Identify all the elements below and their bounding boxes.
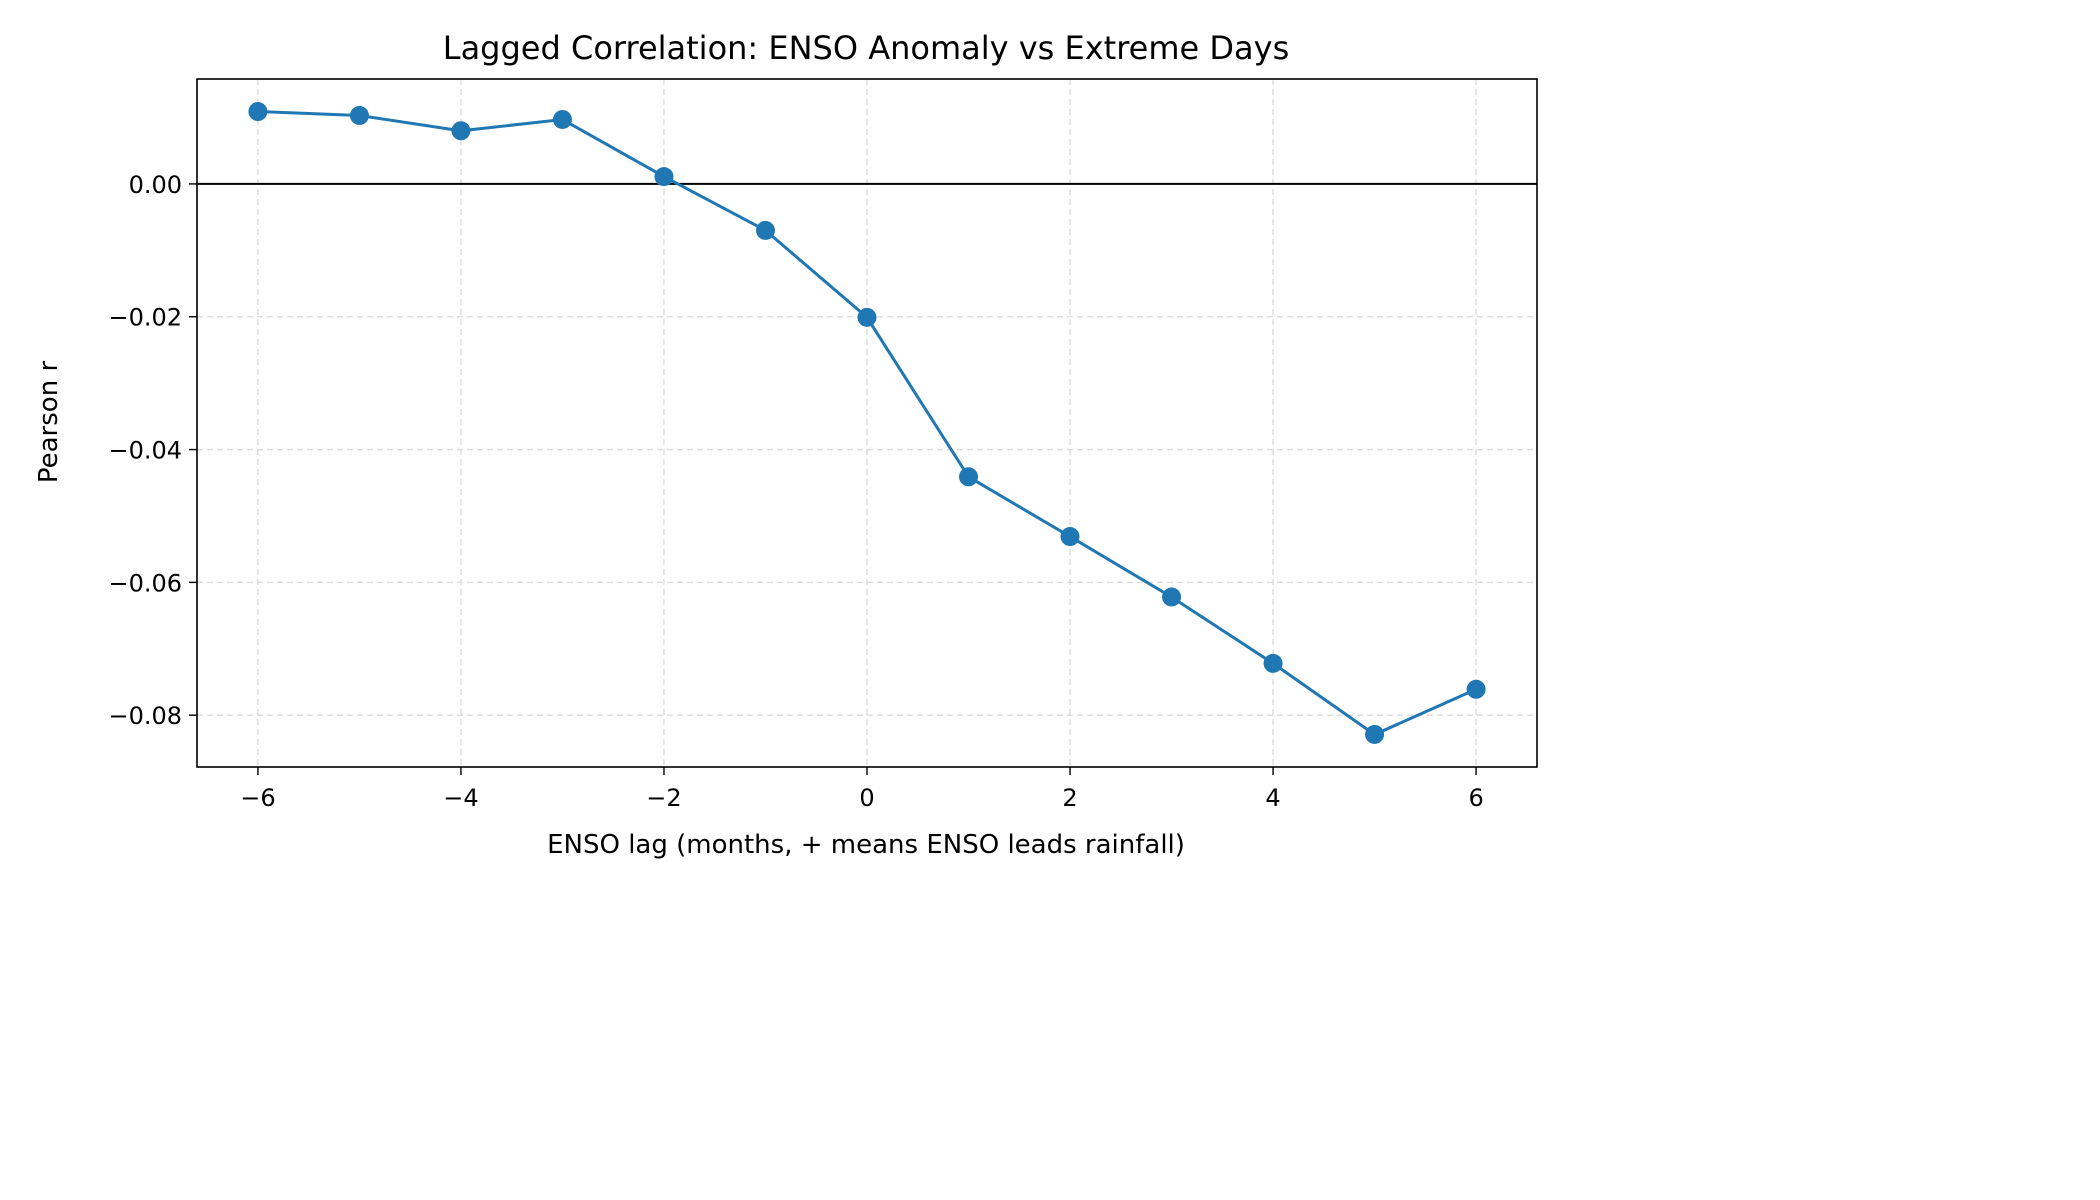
x-tick-label: 4 (1265, 784, 1280, 812)
y-tick-label: −0.08 (108, 702, 182, 730)
x-tick-label: 0 (859, 784, 874, 812)
y-tick-label: −0.02 (108, 304, 182, 332)
y-tick-label: 0.00 (129, 171, 182, 199)
x-tick-label: −6 (240, 784, 275, 812)
data-point (1365, 724, 1385, 744)
data-point (959, 467, 979, 487)
y-tick-label: −0.06 (108, 569, 182, 597)
data-point (248, 102, 268, 122)
x-tick-label: 2 (1062, 784, 1077, 812)
data-point (552, 110, 572, 130)
line-chart: Lagged Correlation: ENSO Anomaly vs Extr… (34, 29, 1538, 860)
grid (197, 79, 1537, 767)
x-tick-label: −4 (443, 784, 478, 812)
data-point (1466, 679, 1486, 699)
x-axis-ticks: −6 −4 −2 0 2 4 6 (240, 767, 1484, 812)
y-axis-ticks: 0.00 −0.02 −0.04 −0.06 −0.08 (108, 171, 197, 730)
data-point (1060, 527, 1080, 547)
data-point (349, 106, 369, 126)
data-point (451, 121, 471, 141)
data-point (654, 167, 674, 187)
data-point (755, 220, 775, 240)
x-axis-label: ENSO lag (months, + means ENSO leads rai… (547, 830, 1185, 860)
chart-title: Lagged Correlation: ENSO Anomaly vs Extr… (443, 29, 1290, 67)
data-point (857, 307, 877, 327)
x-tick-label: 6 (1468, 784, 1483, 812)
series-layer (248, 102, 1486, 744)
data-point (1263, 653, 1283, 673)
x-tick-label: −2 (646, 784, 681, 812)
y-axis-label: Pearson r (34, 361, 64, 484)
y-tick-label: −0.04 (108, 437, 182, 465)
data-point (1162, 587, 1182, 607)
chart-container: Lagged Correlation: ENSO Anomaly vs Extr… (34, 29, 1538, 860)
